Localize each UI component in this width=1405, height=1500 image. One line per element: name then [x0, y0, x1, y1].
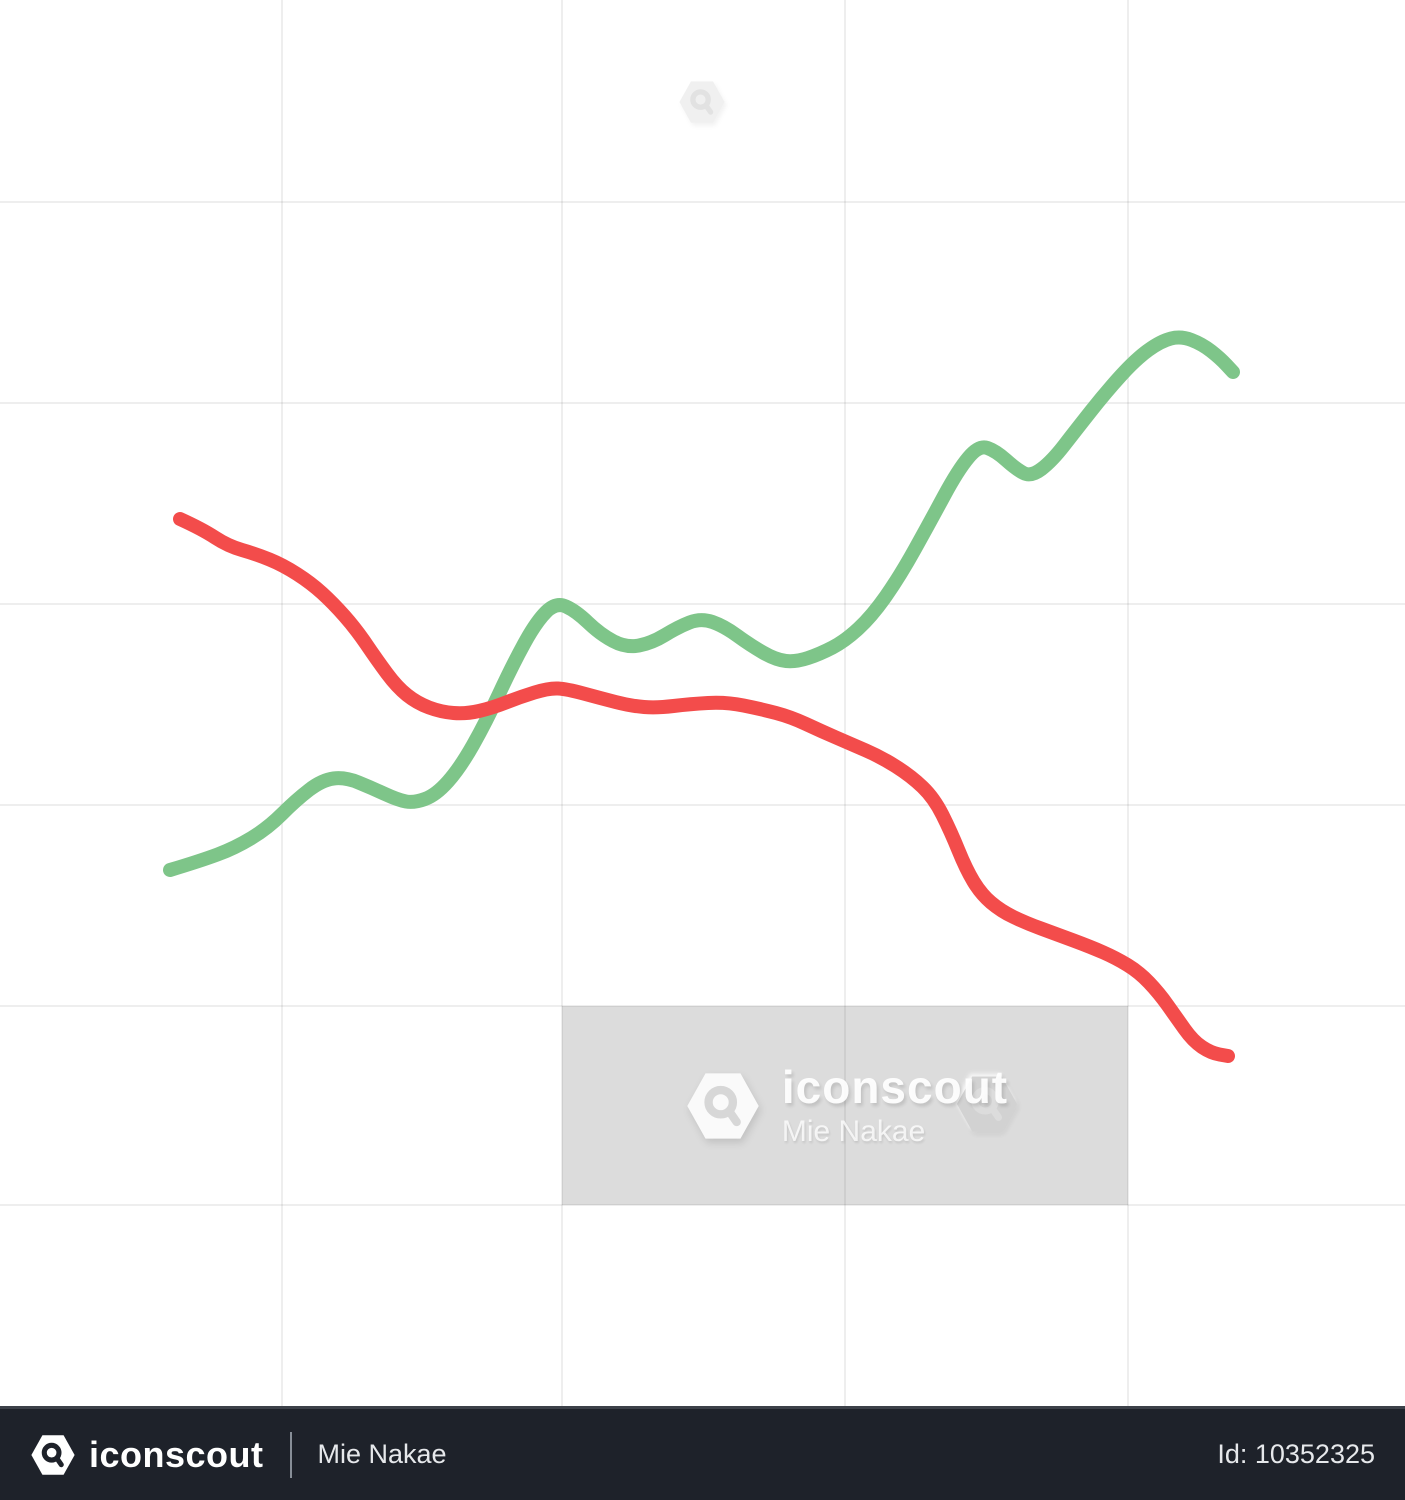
iconscout-logo-icon — [682, 1068, 764, 1144]
iconscout-logo — [30, 1431, 76, 1479]
watermark-brand-text: iconscout — [781, 1061, 1009, 1113]
line-chart — [0, 0, 1405, 1406]
footer-author-text: Mie Nakae — [317, 1439, 447, 1469]
watermark-panel — [562, 1006, 1128, 1205]
uptrend-line-series — [163, 330, 1240, 877]
downtrend-line-series — [173, 512, 1235, 1063]
watermark-author-text: Mie Nakae — [781, 1115, 926, 1148]
iconscout-logo-watermark — [682, 1068, 764, 1144]
footer-bar: iconscout Mie Nakae Id: 10352325 — [0, 1406, 1405, 1500]
iconscout-logo-icon — [30, 1431, 76, 1479]
footer-asset-id: Id: 10352325 — [1217, 1439, 1375, 1469]
watermark-brand-block: iconscout Mie Nakae — [562, 1006, 1128, 1205]
footer-divider — [289, 1431, 292, 1478]
footer-brand-text: iconscout — [89, 1433, 264, 1475]
